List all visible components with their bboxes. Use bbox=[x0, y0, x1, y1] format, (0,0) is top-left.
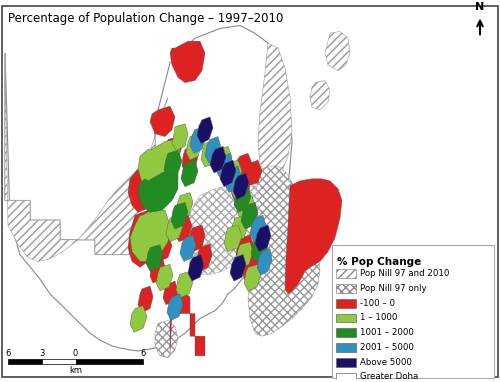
Polygon shape bbox=[150, 106, 175, 137]
Text: 1 – 1000: 1 – 1000 bbox=[360, 314, 398, 322]
Polygon shape bbox=[224, 225, 242, 252]
Polygon shape bbox=[250, 215, 266, 242]
Polygon shape bbox=[285, 179, 342, 294]
Polygon shape bbox=[155, 235, 172, 261]
Polygon shape bbox=[180, 235, 196, 261]
Polygon shape bbox=[166, 215, 183, 242]
Text: 0: 0 bbox=[73, 349, 78, 358]
Polygon shape bbox=[165, 137, 182, 163]
Text: 6: 6 bbox=[6, 349, 10, 358]
Polygon shape bbox=[220, 160, 236, 187]
Text: 6: 6 bbox=[140, 349, 145, 358]
Polygon shape bbox=[210, 146, 226, 173]
Bar bbox=[336, 299, 356, 308]
Polygon shape bbox=[186, 133, 202, 160]
Polygon shape bbox=[190, 127, 206, 153]
Polygon shape bbox=[138, 286, 153, 312]
Polygon shape bbox=[236, 235, 254, 261]
Polygon shape bbox=[325, 31, 350, 71]
Bar bbox=[42, 359, 76, 364]
Polygon shape bbox=[181, 160, 198, 187]
Polygon shape bbox=[255, 225, 271, 252]
Polygon shape bbox=[5, 26, 292, 351]
Polygon shape bbox=[244, 264, 261, 291]
Text: Greater Doha: Greater Doha bbox=[360, 372, 418, 382]
Bar bbox=[336, 372, 356, 381]
Polygon shape bbox=[230, 254, 246, 281]
Polygon shape bbox=[248, 166, 320, 336]
Polygon shape bbox=[258, 43, 292, 181]
Text: km: km bbox=[69, 366, 82, 375]
Polygon shape bbox=[156, 264, 173, 291]
Polygon shape bbox=[171, 202, 188, 229]
Text: Pop Nill 97 only: Pop Nill 97 only bbox=[360, 284, 426, 293]
Text: % Pop Change: % Pop Change bbox=[337, 257, 421, 267]
Polygon shape bbox=[197, 117, 213, 144]
Bar bbox=[336, 358, 356, 367]
Polygon shape bbox=[244, 160, 262, 186]
Polygon shape bbox=[138, 169, 178, 212]
Polygon shape bbox=[163, 281, 178, 305]
Polygon shape bbox=[232, 176, 250, 202]
Polygon shape bbox=[172, 124, 188, 151]
Polygon shape bbox=[234, 186, 251, 212]
Polygon shape bbox=[170, 41, 205, 83]
Polygon shape bbox=[167, 294, 183, 320]
Polygon shape bbox=[238, 196, 255, 222]
Bar bbox=[336, 343, 356, 352]
Polygon shape bbox=[159, 175, 175, 202]
Bar bbox=[336, 328, 356, 337]
Polygon shape bbox=[214, 146, 232, 173]
Polygon shape bbox=[205, 137, 221, 163]
Polygon shape bbox=[241, 202, 258, 229]
Polygon shape bbox=[164, 151, 182, 177]
Polygon shape bbox=[161, 166, 178, 193]
Polygon shape bbox=[130, 306, 147, 332]
Polygon shape bbox=[310, 81, 330, 110]
Bar bbox=[336, 314, 356, 322]
Text: Pop Nill 97 and 2010: Pop Nill 97 and 2010 bbox=[360, 269, 450, 278]
Polygon shape bbox=[185, 183, 258, 274]
Polygon shape bbox=[242, 254, 260, 281]
Bar bbox=[336, 284, 356, 293]
Bar bbox=[76, 359, 143, 364]
Polygon shape bbox=[236, 242, 253, 268]
Polygon shape bbox=[188, 254, 204, 281]
Polygon shape bbox=[182, 146, 198, 173]
Text: Percentage of Population Change – 1997–2010: Percentage of Population Change – 1997–2… bbox=[8, 12, 283, 25]
Polygon shape bbox=[155, 320, 178, 358]
Polygon shape bbox=[138, 139, 180, 191]
Polygon shape bbox=[235, 153, 252, 177]
Bar bbox=[332, 245, 494, 379]
Polygon shape bbox=[130, 208, 170, 261]
Polygon shape bbox=[150, 256, 165, 283]
Polygon shape bbox=[175, 214, 192, 242]
Polygon shape bbox=[251, 235, 268, 261]
Text: N: N bbox=[476, 2, 484, 12]
Text: Above 5000: Above 5000 bbox=[360, 358, 412, 367]
Polygon shape bbox=[146, 245, 163, 271]
Text: -100 – 0: -100 – 0 bbox=[360, 299, 395, 308]
Polygon shape bbox=[128, 210, 158, 267]
Polygon shape bbox=[189, 225, 205, 252]
Polygon shape bbox=[176, 193, 193, 219]
Text: 2001 – 5000: 2001 – 5000 bbox=[360, 343, 414, 352]
Polygon shape bbox=[233, 173, 249, 199]
Polygon shape bbox=[217, 153, 233, 180]
Polygon shape bbox=[170, 294, 205, 356]
Polygon shape bbox=[201, 139, 218, 167]
Polygon shape bbox=[224, 160, 242, 187]
Polygon shape bbox=[257, 249, 272, 275]
Polygon shape bbox=[176, 271, 193, 298]
Bar bbox=[8, 359, 42, 364]
Text: 1001 – 2000: 1001 – 2000 bbox=[360, 328, 414, 337]
Polygon shape bbox=[231, 173, 248, 199]
Polygon shape bbox=[5, 53, 168, 261]
Bar bbox=[336, 269, 356, 278]
Polygon shape bbox=[196, 244, 212, 271]
Polygon shape bbox=[128, 156, 165, 212]
Polygon shape bbox=[231, 215, 248, 242]
Text: 3: 3 bbox=[39, 349, 44, 358]
Polygon shape bbox=[225, 166, 241, 193]
